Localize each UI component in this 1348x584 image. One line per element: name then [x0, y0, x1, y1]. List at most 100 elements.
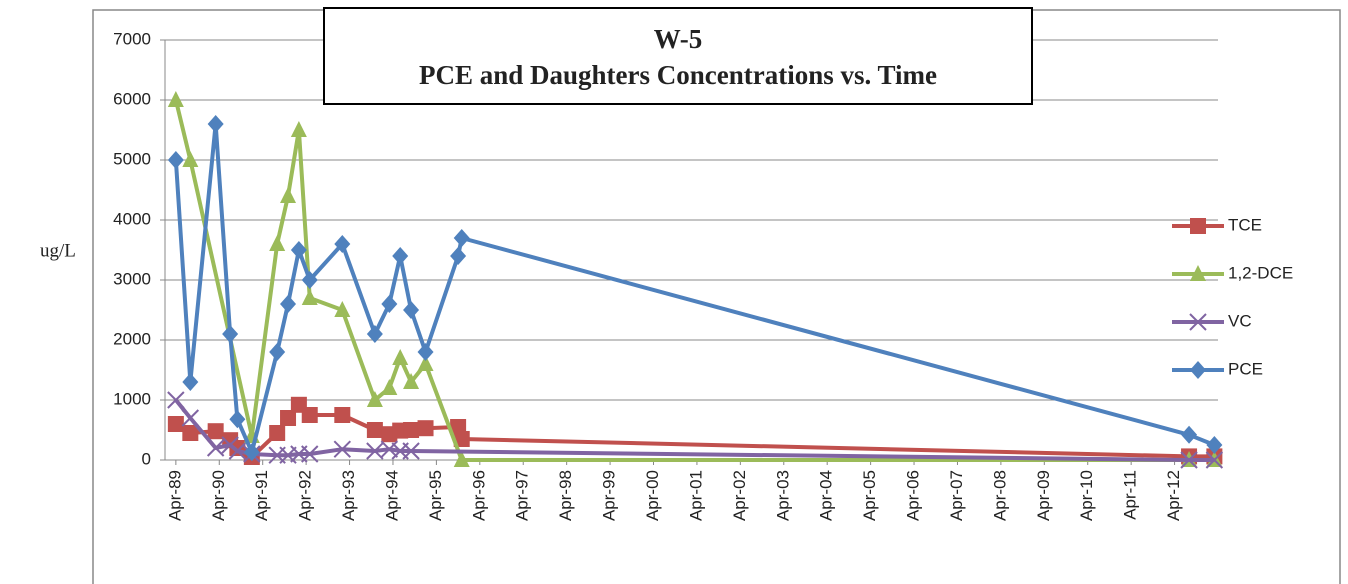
y-axis-label: ug/L — [40, 240, 76, 261]
x-tick-label: Apr-09 — [1034, 470, 1053, 521]
y-tick-label: 4000 — [113, 209, 151, 228]
y-tick-label: 1000 — [113, 389, 151, 408]
marker — [366, 422, 383, 438]
title-box — [323, 7, 1033, 105]
x-tick-label: Apr-10 — [1077, 470, 1096, 521]
marker — [167, 416, 184, 432]
marker — [167, 391, 185, 409]
chart-title: W-5 — [654, 24, 703, 54]
x-tick-label: Apr-04 — [817, 470, 836, 521]
legend-label: 1,2-DCE — [1228, 263, 1293, 282]
marker — [222, 325, 239, 343]
plot-area: 0 1000 2000 3000 4000 5000 6000 7000 Apr-89 Apr-9… — [113, 29, 1224, 521]
legend-marker — [1189, 313, 1207, 331]
marker — [381, 295, 398, 313]
marker — [403, 301, 420, 319]
marker — [280, 295, 297, 313]
marker — [207, 115, 224, 133]
marker — [380, 440, 399, 458]
y-tick-label: 5000 — [113, 149, 151, 168]
marker — [402, 442, 420, 460]
marker — [280, 187, 297, 203]
marker — [301, 271, 318, 289]
y-tick-label: 2000 — [113, 329, 151, 348]
x-tick-label: Apr-93 — [339, 470, 358, 521]
marker — [1205, 451, 1224, 469]
legend-marker — [1190, 218, 1206, 234]
marker — [366, 325, 383, 343]
legend-label: VC — [1228, 311, 1252, 330]
x-tick-label: Apr-01 — [686, 470, 705, 521]
marker — [290, 241, 307, 259]
marker — [417, 343, 434, 361]
marker — [167, 151, 184, 169]
x-tick-label: Apr-91 — [252, 470, 271, 521]
x-tick-label: Apr-94 — [382, 470, 401, 521]
marker — [403, 422, 420, 438]
x-tick-label: Apr-97 — [513, 470, 532, 521]
x-tick-label: Apr-02 — [730, 470, 749, 521]
marker — [366, 442, 384, 460]
marker — [366, 391, 383, 407]
marker — [1180, 451, 1198, 469]
x-tick-label: Apr-03 — [773, 470, 792, 521]
x-tick-label: Apr-92 — [296, 470, 315, 521]
marker — [334, 407, 351, 423]
marker — [167, 91, 184, 107]
legend-label: TCE — [1228, 215, 1262, 234]
marker — [182, 373, 199, 391]
x-tick-label: Apr-05 — [860, 470, 879, 521]
marker — [392, 349, 409, 365]
x-tick-label: Apr-96 — [469, 470, 488, 521]
marker — [243, 443, 260, 462]
x-tick-label: Apr-89 — [165, 470, 184, 521]
marker — [206, 439, 225, 457]
y-tick-label: 6000 — [113, 89, 151, 108]
marker — [182, 425, 199, 441]
y-tick-label: 3000 — [113, 269, 151, 288]
marker — [403, 373, 420, 389]
x-tick-label: Apr-11 — [1121, 470, 1140, 520]
marker — [453, 229, 470, 247]
x-tick-label: Apr-90 — [209, 470, 228, 521]
marker — [290, 121, 307, 137]
marker — [280, 410, 297, 426]
marker — [334, 301, 351, 317]
marker — [301, 445, 319, 463]
chart-subtitle: PCE and Daughters Concentrations vs. Tim… — [419, 60, 937, 90]
legend-marker — [1190, 361, 1206, 379]
marker — [453, 451, 470, 467]
marker — [182, 151, 199, 167]
series-line — [173, 122, 1216, 455]
marker — [417, 355, 434, 371]
marker — [417, 420, 434, 437]
series-line — [173, 99, 1215, 462]
marker — [269, 235, 286, 251]
marker — [1206, 436, 1223, 454]
marker — [381, 379, 398, 395]
x-tick-label: Apr-00 — [643, 470, 662, 521]
marker — [207, 423, 224, 440]
marker — [301, 289, 318, 305]
marker — [333, 440, 352, 458]
y-tick-label: 0 — [142, 449, 151, 468]
marker — [334, 235, 351, 253]
x-tick-label: Apr-95 — [426, 470, 445, 521]
marker — [453, 431, 470, 447]
legend-label: PCE — [1228, 359, 1263, 378]
marker — [301, 407, 318, 423]
x-tick-label: Apr-98 — [556, 470, 575, 521]
x-tick-label: Apr-08 — [990, 470, 1009, 521]
marker — [229, 410, 246, 429]
y-tick-label: 7000 — [113, 29, 151, 48]
marker — [1181, 425, 1198, 444]
x-tick-label: Apr-12 — [1164, 470, 1183, 521]
x-tick-label: Apr-07 — [947, 470, 966, 521]
chart-border — [92, 9, 1341, 584]
x-tick-label: Apr-06 — [904, 470, 923, 521]
marker — [450, 247, 467, 265]
marker — [392, 247, 409, 265]
marker — [269, 343, 286, 361]
marker — [269, 425, 286, 441]
